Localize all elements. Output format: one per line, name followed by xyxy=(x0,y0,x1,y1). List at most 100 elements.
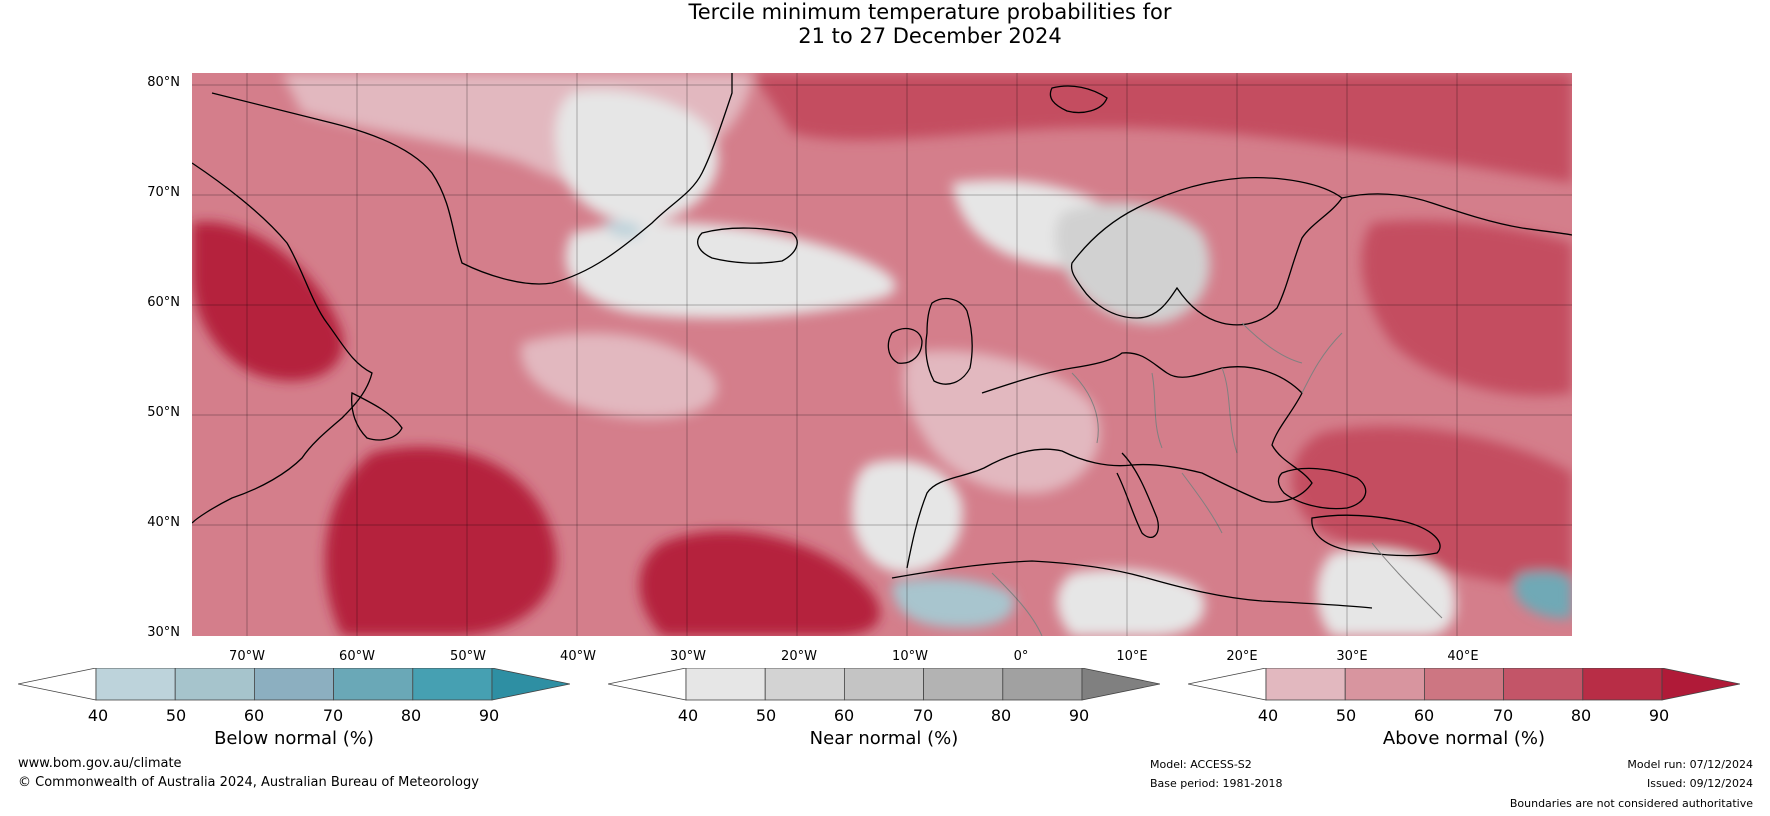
above-tick-50: 50 xyxy=(1335,706,1357,725)
lon-label-70w: 70°W xyxy=(229,649,265,664)
lat-label-40n: 40°N xyxy=(147,515,180,530)
near-tick-50: 50 xyxy=(755,706,777,725)
boundary-6 xyxy=(1181,472,1223,534)
greenland-coast xyxy=(211,73,733,285)
colorbar-below-segments xyxy=(18,668,570,701)
above-tick-80: 80 xyxy=(1570,706,1592,725)
newfoundland-coast xyxy=(351,391,403,441)
near-segment-3 xyxy=(843,668,924,701)
near-normal-label: Near normal (%) xyxy=(809,728,959,749)
near-segment-5 xyxy=(1002,668,1083,701)
lat-label-60n: 60°N xyxy=(147,295,180,310)
zone-near-greenland-sea xyxy=(555,90,719,224)
near-segment-4 xyxy=(923,668,1004,701)
colorbar-near-segments xyxy=(608,668,1160,701)
chart-title: Tercile minimum temperature probabilitie… xyxy=(0,0,1770,48)
above-tick-90: 90 xyxy=(1648,706,1670,725)
near-tick-80: 80 xyxy=(990,706,1012,725)
near-extension-low xyxy=(608,668,687,701)
italy-coast xyxy=(1116,452,1159,538)
website-text: www.bom.gov.au/climate xyxy=(18,756,182,771)
below-normal-label: Below normal (%) xyxy=(214,728,374,749)
zone-above-80-arctic xyxy=(752,73,1572,183)
lon-label-10w: 10°W xyxy=(892,649,928,664)
labrador-coast xyxy=(192,162,373,524)
turkey-coast xyxy=(1311,514,1441,557)
zone-above-40-mid xyxy=(520,333,718,419)
svalbard-coast xyxy=(1049,85,1108,114)
below-segment-1 xyxy=(95,668,176,701)
zone-near-middle-east xyxy=(1317,549,1456,636)
probability-map xyxy=(192,73,1572,636)
above-extension-low xyxy=(1188,668,1267,701)
lon-label-20e: 20°E xyxy=(1226,649,1258,664)
lon-label-20w: 20°W xyxy=(781,649,817,664)
model-run-text: Model run: 07/12/2024 xyxy=(1627,758,1753,771)
colorbar-near-normal xyxy=(608,668,1160,701)
near-tick-70: 70 xyxy=(912,706,934,725)
boundary-4 xyxy=(1301,332,1343,394)
colorbar-above-normal xyxy=(1188,668,1740,701)
above-extension-high xyxy=(1661,668,1740,701)
europe-mainland-coast xyxy=(906,352,1313,569)
lon-label-0: 0° xyxy=(1013,649,1029,664)
title-line-1: Tercile minimum temperature probabilitie… xyxy=(688,0,1172,24)
above-segment-3 xyxy=(1423,668,1504,701)
lon-label-30e: 30°E xyxy=(1336,649,1368,664)
zone-below-north-africa xyxy=(892,577,1015,628)
zone-above-40-europe xyxy=(903,350,1100,494)
colorbar-below-normal xyxy=(18,668,570,701)
above-segment-2 xyxy=(1344,668,1425,701)
zone-near-iceland xyxy=(565,222,896,318)
political-boundaries xyxy=(991,322,1443,636)
near-extension-high xyxy=(1081,668,1160,701)
scandinavia-coast xyxy=(1070,177,1343,326)
below-segment-3 xyxy=(253,668,334,701)
zone-below-denmark-strait xyxy=(602,221,642,238)
lon-label-50w: 50°W xyxy=(450,649,486,664)
below-tick-60: 60 xyxy=(243,706,265,725)
black-sea-coast xyxy=(1277,467,1367,510)
issued-text: Issued: 09/12/2024 xyxy=(1646,777,1753,790)
below-segment-4 xyxy=(333,668,414,701)
below-tick-50: 50 xyxy=(165,706,187,725)
above-normal-label: Above normal (%) xyxy=(1382,728,1546,749)
boundary-2 xyxy=(1151,372,1163,449)
below-tick-80: 80 xyxy=(400,706,422,725)
above-tick-70: 70 xyxy=(1492,706,1514,725)
lon-label-10e: 10°E xyxy=(1116,649,1148,664)
below-segment-5 xyxy=(412,668,493,701)
lat-label-30n: 30°N xyxy=(147,625,180,640)
lat-label-80n: 80°N xyxy=(147,75,180,90)
lat-label-70n: 70°N xyxy=(147,185,180,200)
boundary-1 xyxy=(1071,372,1099,444)
boundary-3 xyxy=(1221,367,1238,454)
zone-near-scandinavia xyxy=(1055,202,1210,324)
model-text: Model: ACCESS-S2 xyxy=(1150,758,1252,771)
below-tick-40: 40 xyxy=(87,706,109,725)
arctic-russia-coast xyxy=(1341,193,1572,236)
zone-above-90-atlantic xyxy=(325,446,557,636)
britain-coast xyxy=(925,297,973,385)
lat-label-50n: 50°N xyxy=(147,405,180,420)
zone-above-90-labrador xyxy=(192,221,344,381)
near-segment-1 xyxy=(685,668,766,701)
boundary-7 xyxy=(1371,542,1443,619)
zone-below-middle-east xyxy=(1514,571,1572,619)
disclaimer-text: Boundaries are not considered authoritat… xyxy=(1509,797,1753,810)
copyright-text: © Commonwealth of Australia 2024, Austra… xyxy=(18,775,479,790)
lon-label-60w: 60°W xyxy=(339,649,375,664)
near-tick-40: 40 xyxy=(677,706,699,725)
lon-label-40w: 40°W xyxy=(560,649,596,664)
zone-above-80-russia xyxy=(1361,220,1572,396)
above-tick-60: 60 xyxy=(1413,706,1435,725)
above-segment-4 xyxy=(1503,668,1584,701)
zone-near-north-africa xyxy=(1057,569,1205,636)
zone-above-80-east xyxy=(1292,426,1572,593)
below-extension-high xyxy=(491,668,570,701)
above-segment-5 xyxy=(1582,668,1663,701)
above-tick-40: 40 xyxy=(1257,706,1279,725)
zone-above-90-central xyxy=(639,531,880,636)
near-segment-2 xyxy=(764,668,845,701)
probability-shading xyxy=(192,73,1572,636)
